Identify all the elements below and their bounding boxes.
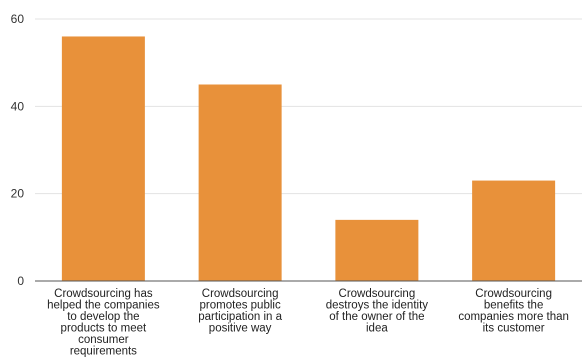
- x-tick-label-line: positive way: [209, 323, 272, 335]
- x-tick-label-line: Crowdsourcing has: [54, 288, 153, 300]
- x-tick-label-line: companies more than: [458, 311, 569, 323]
- y-tick-label: 60: [11, 12, 25, 26]
- x-tick-label-line: Crowdsourcing: [475, 288, 552, 300]
- bar: [198, 84, 282, 281]
- x-tick-label-line: to develop the: [67, 311, 139, 323]
- bar: [472, 180, 556, 281]
- bar: [335, 219, 419, 281]
- x-tick-label-line: idea: [366, 323, 388, 335]
- x-tick-label: Crowdsourcing has helped the companies to …: [47, 288, 160, 358]
- x-tick-label-line: benefits the: [484, 300, 543, 312]
- y-tick-label: 0: [17, 274, 24, 288]
- x-tick-label: Crowdsourcing destroys the identity of the…: [326, 288, 429, 335]
- x-tick-label-line: consumer: [78, 334, 129, 346]
- x-tick-label-line: products to meet: [61, 323, 147, 335]
- x-tick-label-line: of the owner of the: [329, 311, 424, 323]
- x-tick-label-line: Crowdsourcing: [202, 288, 279, 300]
- x-tick-label-line: destroys the identity: [326, 300, 429, 312]
- x-tick-label-line: requirements: [70, 346, 137, 358]
- x-tick-label-line: helped the companies: [47, 300, 160, 312]
- y-tick-label: 20: [11, 187, 25, 201]
- x-tick-label-line: participation in a: [198, 311, 282, 323]
- x-tick-label-line: Crowdsourcing: [339, 288, 416, 300]
- y-tick-label: 40: [11, 99, 25, 113]
- bar: [61, 36, 145, 281]
- x-tick-label: Crowdsourcing promotes public participatio…: [198, 288, 282, 335]
- x-tick-label-line: its customer: [483, 323, 545, 335]
- x-tick-label: Crowdsourcing benefits the companies more …: [458, 288, 569, 335]
- x-tick-label-line: promotes public: [200, 300, 281, 312]
